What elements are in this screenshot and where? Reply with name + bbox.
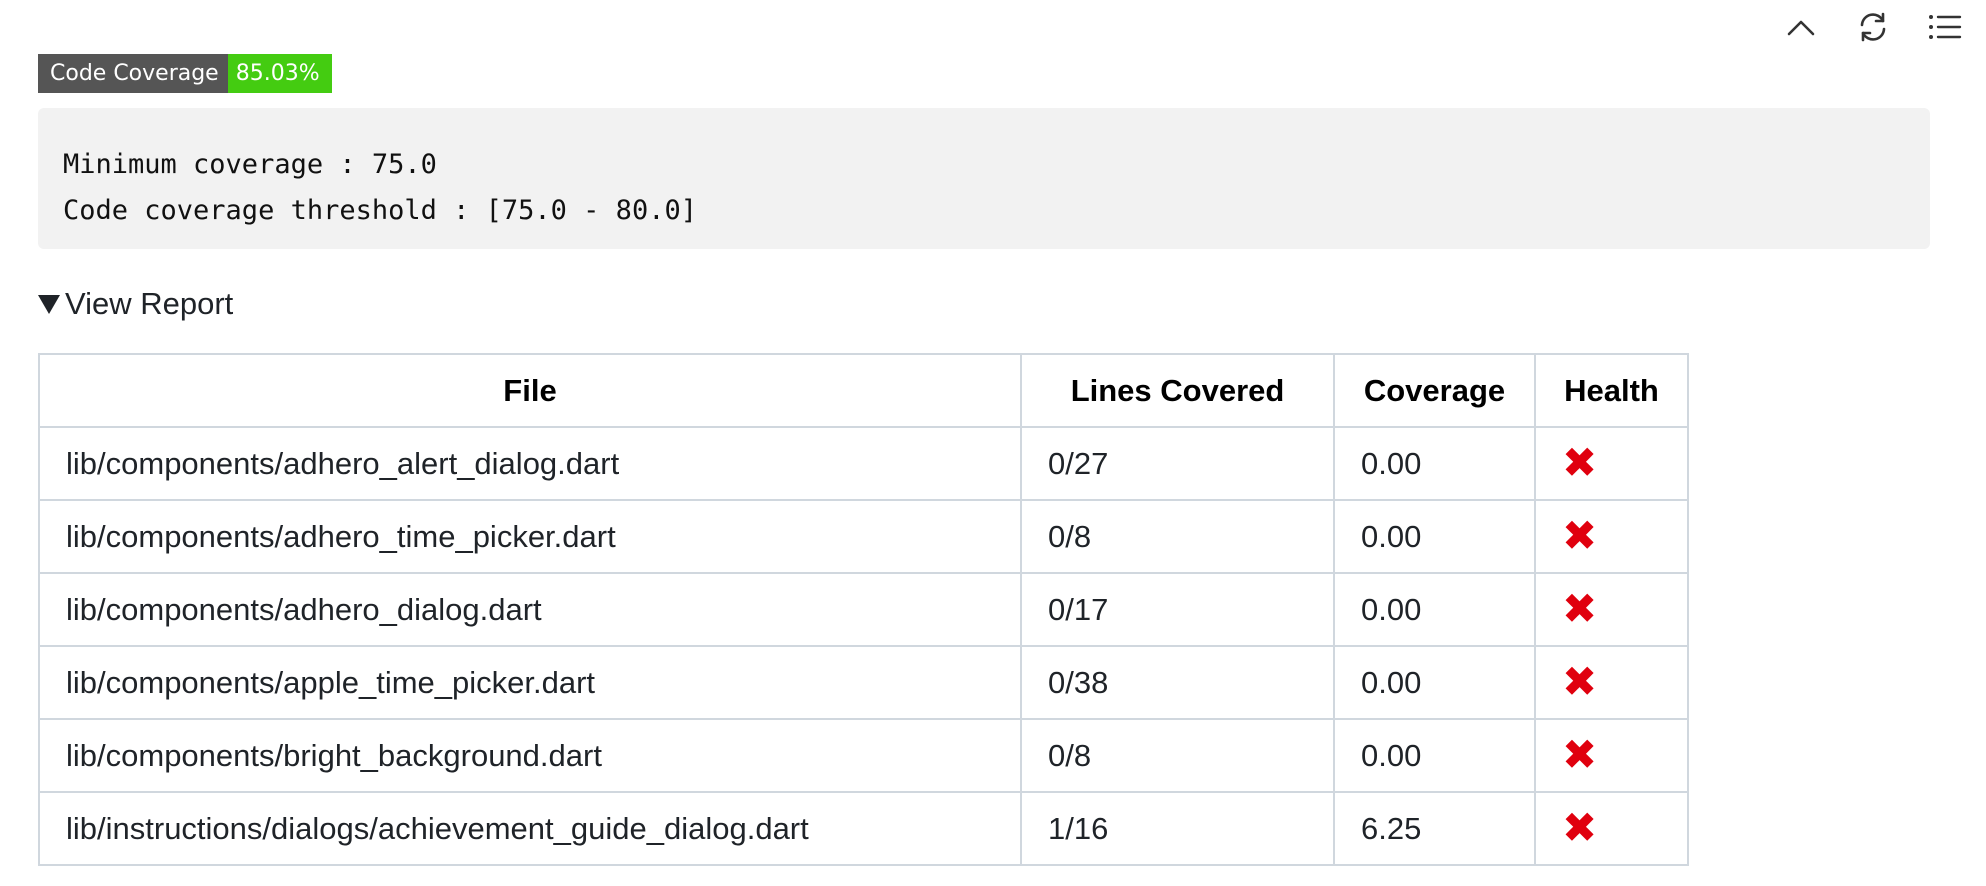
badge-value: 85.03%	[227, 54, 332, 93]
lines-cell: 1/16	[1020, 791, 1335, 866]
file-cell: lib/components/apple_time_picker.dart	[38, 645, 1022, 720]
file-cell: lib/instructions/dialogs/achievement_gui…	[38, 791, 1022, 866]
badge-label: Code Coverage	[38, 54, 228, 93]
fail-x-icon: ✖	[1562, 657, 1598, 706]
table-row: lib/components/adhero_dialog.dart 0/17 0…	[38, 572, 1689, 647]
file-cell: lib/components/adhero_alert_dialog.dart	[38, 426, 1022, 501]
coverage-badge: Code Coverage 85.03%	[38, 54, 332, 93]
minimum-coverage-line: Minimum coverage : 75.0	[63, 149, 437, 180]
lines-cell: 0/8	[1020, 499, 1335, 574]
header-health: Health	[1534, 353, 1689, 428]
coverage-report-table: File Lines Covered Coverage Health lib/c…	[38, 353, 1689, 866]
health-cell: ✖	[1534, 426, 1689, 501]
view-report-label: View Report	[65, 286, 234, 321]
chevron-up-icon	[1787, 20, 1815, 36]
coverage-cell: 0.00	[1333, 718, 1536, 793]
coverage-cell: 0.00	[1333, 426, 1536, 501]
fail-x-icon: ✖	[1562, 730, 1598, 779]
lines-cell: 0/38	[1020, 645, 1335, 720]
fail-x-icon: ✖	[1562, 584, 1598, 633]
outline-button[interactable]	[1924, 6, 1966, 48]
health-cell: ✖	[1534, 791, 1689, 866]
header-file: File	[38, 353, 1022, 428]
view-report-toggle[interactable]: View Report	[38, 286, 233, 322]
fail-x-icon: ✖	[1562, 511, 1598, 560]
coverage-cell: 6.25	[1333, 791, 1536, 866]
refresh-button[interactable]	[1852, 6, 1894, 48]
coverage-code-block: Minimum coverage : 75.0 Code coverage th…	[38, 108, 1930, 249]
lines-cell: 0/27	[1020, 426, 1335, 501]
collapse-button[interactable]	[1780, 6, 1822, 48]
toolbar	[1780, 6, 1966, 48]
lines-cell: 0/8	[1020, 718, 1335, 793]
fail-x-icon: ✖	[1562, 438, 1598, 487]
file-cell: lib/components/adhero_dialog.dart	[38, 572, 1022, 647]
disclosure-triangle-icon	[38, 294, 60, 314]
list-icon	[1929, 15, 1962, 39]
table-row: lib/components/adhero_alert_dialog.dart …	[38, 426, 1689, 501]
table-row: lib/instructions/dialogs/achievement_gui…	[38, 791, 1689, 866]
coverage-cell: 0.00	[1333, 645, 1536, 720]
health-cell: ✖	[1534, 572, 1689, 647]
table-row: lib/components/adhero_time_picker.dart 0…	[38, 499, 1689, 574]
fail-x-icon: ✖	[1562, 803, 1598, 852]
refresh-icon	[1860, 12, 1886, 42]
header-coverage: Coverage	[1333, 353, 1536, 428]
threshold-line: Code coverage threshold : [75.0 - 80.0]	[63, 195, 697, 226]
coverage-cell: 0.00	[1333, 572, 1536, 647]
file-cell: lib/components/bright_background.dart	[38, 718, 1022, 793]
health-cell: ✖	[1534, 499, 1689, 574]
table-row: lib/components/apple_time_picker.dart 0/…	[38, 645, 1689, 720]
table-header-row: File Lines Covered Coverage Health	[38, 353, 1689, 428]
table-row: lib/components/bright_background.dart 0/…	[38, 718, 1689, 793]
coverage-cell: 0.00	[1333, 499, 1536, 574]
health-cell: ✖	[1534, 718, 1689, 793]
health-cell: ✖	[1534, 645, 1689, 720]
lines-cell: 0/17	[1020, 572, 1335, 647]
header-lines-covered: Lines Covered	[1020, 353, 1335, 428]
file-cell: lib/components/adhero_time_picker.dart	[38, 499, 1022, 574]
